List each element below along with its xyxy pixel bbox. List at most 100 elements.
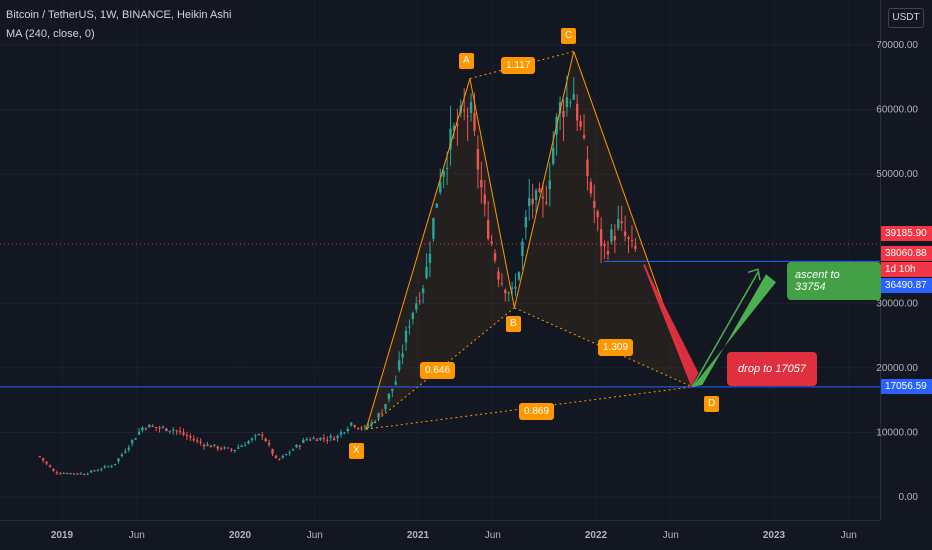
- candle-body: [48, 465, 52, 468]
- bcd-triangle: [514, 51, 693, 387]
- candle-body: [510, 287, 514, 289]
- ascent-arrow: [692, 274, 776, 387]
- time-axis-bg: [0, 520, 932, 550]
- candle-body: [45, 461, 48, 464]
- candle-body: [596, 211, 599, 218]
- harmonic-pattern-fill: [366, 51, 693, 430]
- candle-body: [38, 456, 41, 458]
- candle-body: [130, 440, 134, 444]
- candle-body: [507, 292, 510, 294]
- candle-body: [83, 474, 86, 476]
- candle-body: [473, 113, 476, 131]
- candle-body: [490, 241, 493, 244]
- candle-body: [394, 381, 397, 385]
- candle-body: [486, 220, 490, 239]
- candle-body: [336, 435, 339, 439]
- ascent-arrow-line: [691, 271, 759, 388]
- symbol-title[interactable]: Bitcoin / TetherUS, 1W, BINANCE, Heikin …: [6, 9, 232, 21]
- candle-body: [356, 427, 360, 429]
- candle-body: [363, 426, 367, 428]
- candle-body: [374, 422, 377, 424]
- point-a-label: A: [459, 53, 474, 69]
- horizontal-levels: [0, 243, 880, 388]
- currency-button[interactable]: USDT: [888, 8, 924, 28]
- candle-body: [110, 466, 113, 468]
- ascent-callout: ascent to 33754: [787, 262, 881, 300]
- candle-body: [124, 451, 127, 453]
- candle-body: [168, 430, 172, 432]
- time-tick-label: Jun: [841, 530, 857, 541]
- ratio-xb: 0.646: [420, 362, 456, 379]
- candle-body: [202, 444, 206, 447]
- candle-body: [281, 455, 284, 458]
- candle-body: [439, 182, 442, 193]
- candle-body: [175, 430, 178, 432]
- candle-body: [312, 438, 315, 440]
- candle-body: [120, 454, 124, 457]
- candle-body: [154, 426, 158, 428]
- point-d-label: D: [704, 396, 720, 412]
- candle-body: [189, 436, 192, 438]
- candle-body: [497, 271, 500, 280]
- time-tick-label: Jun: [307, 530, 323, 541]
- candle-body: [185, 435, 189, 437]
- candle-body: [271, 449, 274, 454]
- time-tick-label: 2020: [229, 530, 252, 541]
- candle-body: [65, 473, 69, 475]
- candle-body: [315, 439, 319, 442]
- candle-body: [613, 235, 617, 241]
- candle-body: [326, 439, 329, 441]
- candle-body: [606, 250, 610, 255]
- candle-body: [343, 432, 346, 434]
- candle-body: [493, 253, 497, 261]
- time-tick-label: 2023: [763, 530, 786, 541]
- candle-body: [161, 426, 165, 428]
- candle-body: [209, 445, 213, 448]
- candle-body: [254, 435, 257, 437]
- candle-body: [346, 428, 350, 432]
- candle-body: [589, 182, 593, 194]
- candle-body: [586, 159, 589, 177]
- candle-body: [76, 473, 79, 475]
- candle-body: [144, 428, 148, 430]
- candle-body: [233, 449, 237, 451]
- candle-body: [449, 128, 452, 150]
- candle-body: [55, 472, 59, 474]
- candle-body: [127, 447, 130, 450]
- candle-body: [514, 286, 517, 289]
- candle-body: [216, 446, 219, 449]
- candle-body: [240, 445, 243, 447]
- price-tick-label: 0.00: [899, 492, 919, 503]
- point-x-label: X: [349, 443, 364, 459]
- candle-body: [562, 111, 565, 118]
- candle-body: [531, 198, 534, 205]
- candle-body: [521, 241, 524, 257]
- candle-body: [565, 97, 569, 108]
- candle-body: [483, 194, 486, 205]
- candle-body: [415, 303, 418, 310]
- candle-body: [442, 171, 445, 177]
- price-tick-label: 10000.00: [876, 427, 918, 438]
- candle-body: [257, 433, 261, 435]
- candle-body: [404, 330, 408, 343]
- candle-body: [322, 437, 326, 439]
- price-tick-label: 30000.00: [876, 298, 918, 309]
- time-tick-label: 2021: [407, 530, 430, 541]
- candle-body: [134, 438, 137, 440]
- candle-body: [72, 473, 76, 475]
- candle-body: [353, 425, 356, 427]
- candle-body: [86, 473, 89, 475]
- drop-callout: drop to 17057: [727, 352, 817, 386]
- candle-body: [261, 434, 264, 436]
- time-tick-label: 2022: [585, 530, 608, 541]
- candle-body: [148, 424, 151, 428]
- candle-body: [579, 120, 582, 127]
- candle-body: [432, 218, 435, 239]
- candle-body: [469, 102, 473, 114]
- indicator-label[interactable]: MA (240, close, 0): [6, 28, 95, 40]
- candle-body: [192, 439, 195, 441]
- candle-body: [285, 454, 288, 456]
- candle-body: [226, 447, 230, 449]
- candle-body: [243, 445, 247, 447]
